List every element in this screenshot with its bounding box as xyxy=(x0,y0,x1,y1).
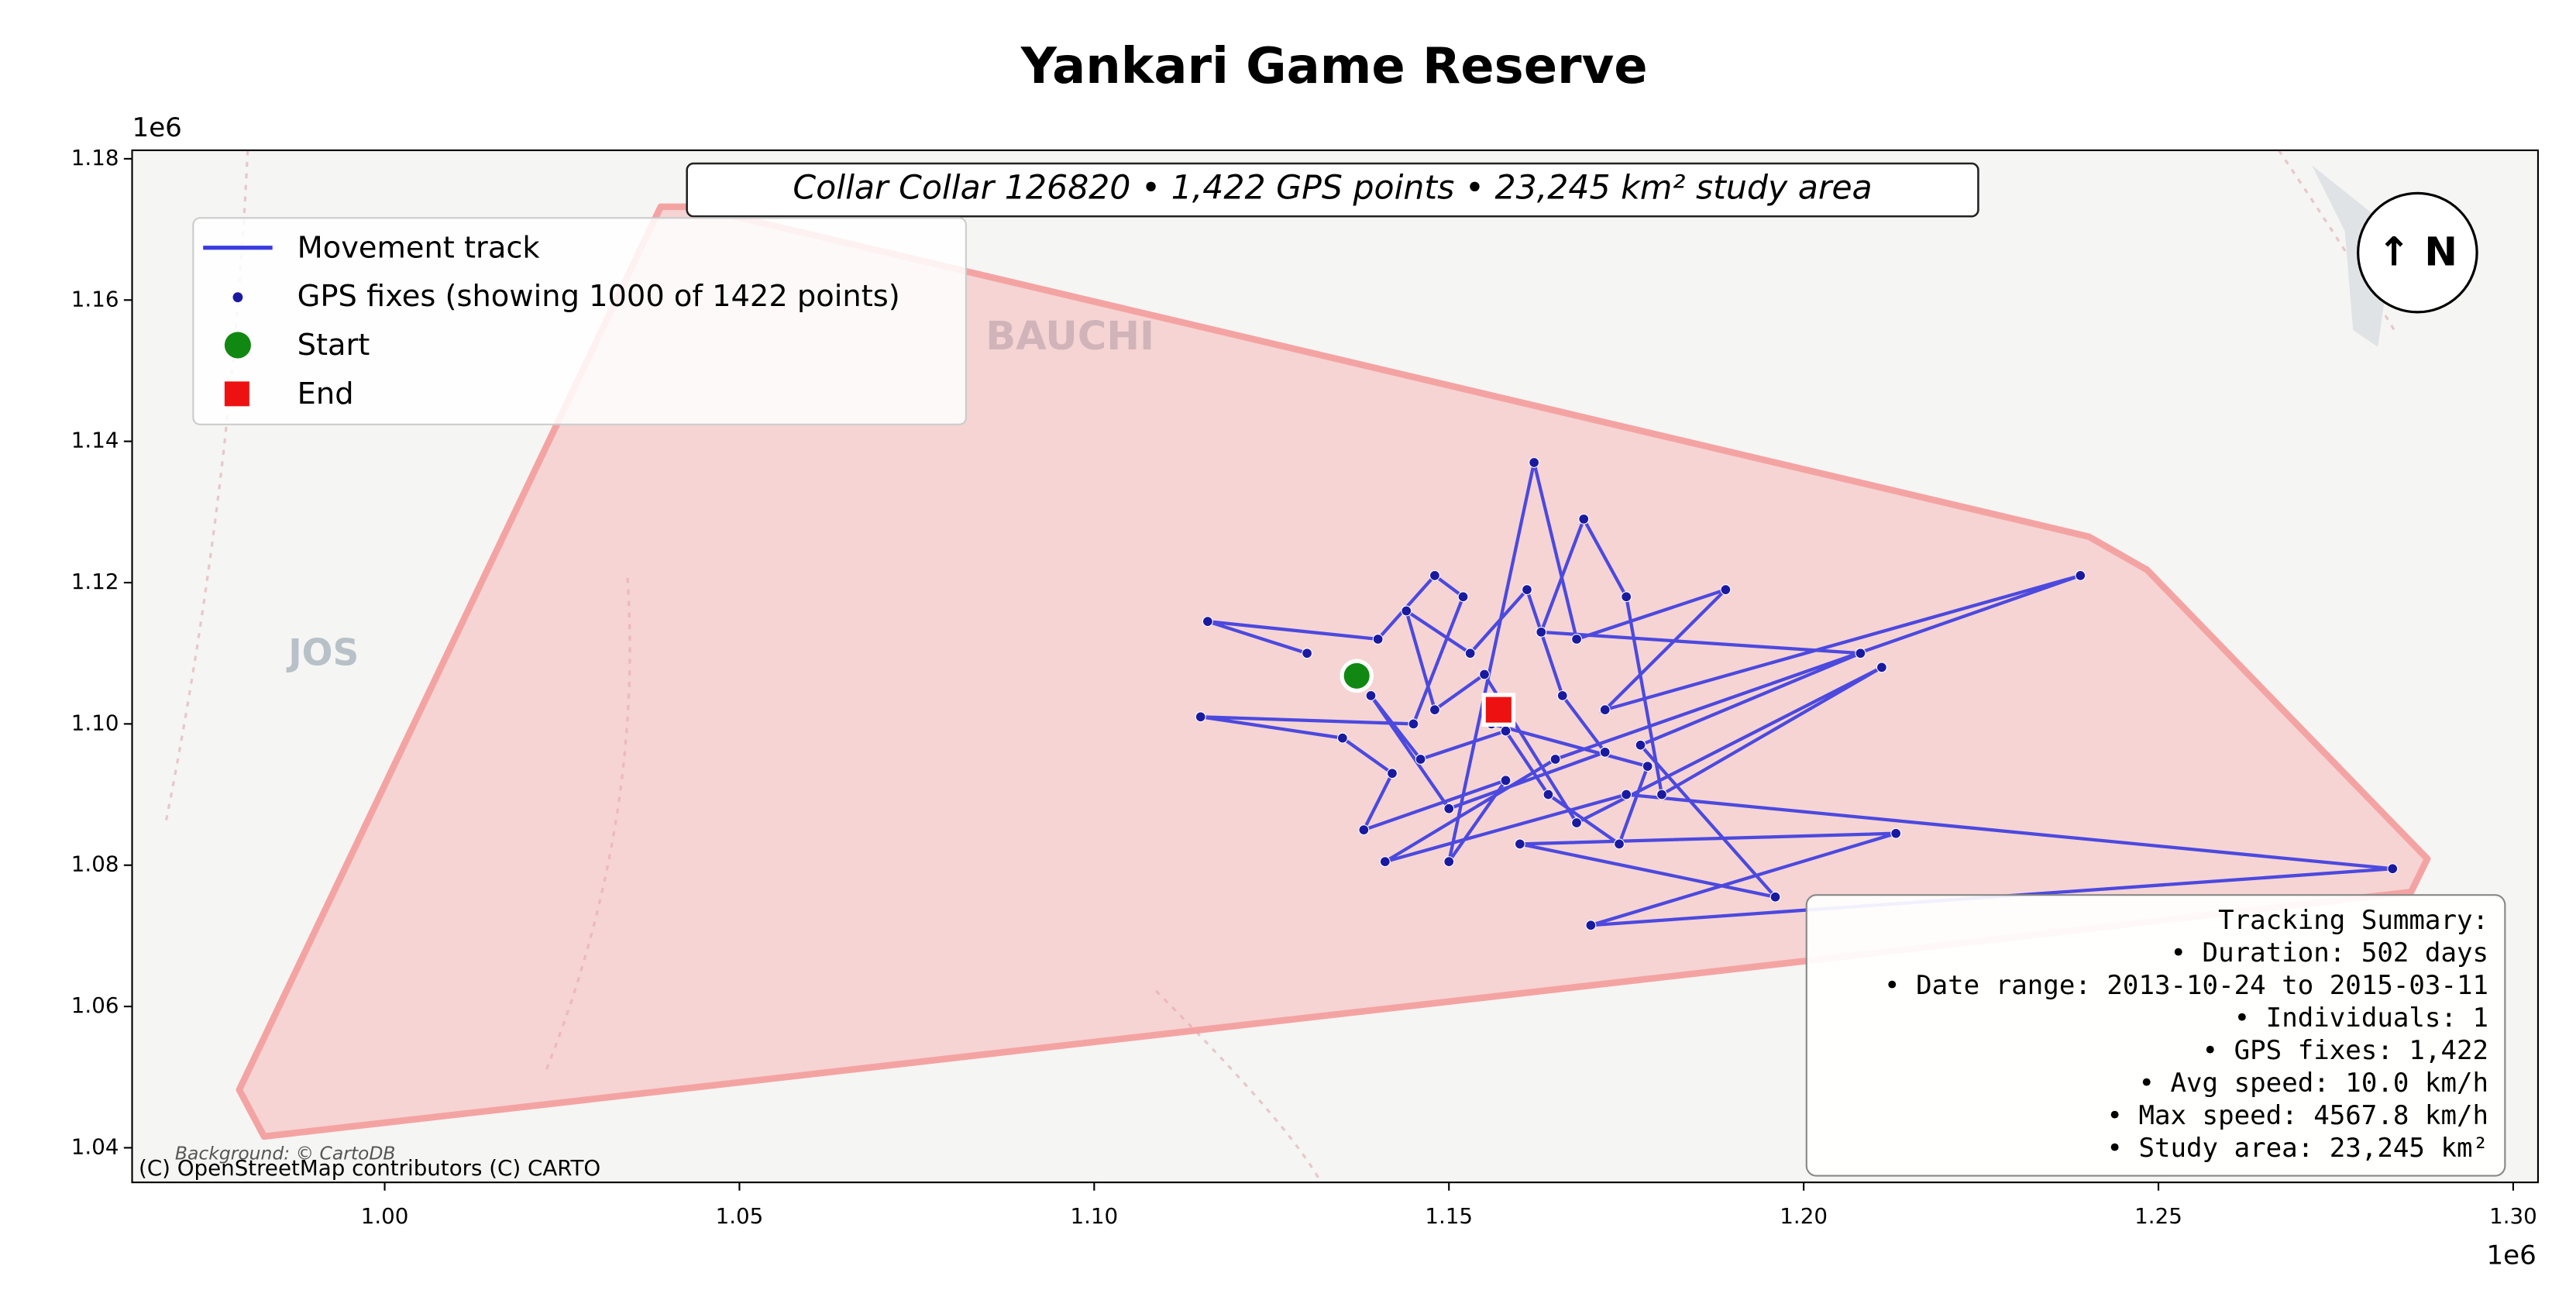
movement-track xyxy=(1200,462,2393,927)
y-tick-label: 1.16 xyxy=(71,286,119,311)
gps-fix xyxy=(1358,824,1370,836)
legend xyxy=(192,217,967,425)
gps-fix xyxy=(1599,704,1611,716)
legend-start xyxy=(224,332,251,359)
gps-fix xyxy=(1536,626,1547,638)
attribution: Background: © CartoDB xyxy=(175,1142,396,1164)
gps-fix xyxy=(1621,591,1632,603)
y-tick-label: 1.08 xyxy=(71,851,119,877)
gps-fix xyxy=(1876,662,1887,673)
summary-line: • Duration: 502 days xyxy=(2171,937,2489,968)
gps-fix xyxy=(1720,584,1732,596)
gps-fix xyxy=(1365,690,1377,701)
gps-fix xyxy=(1614,838,1625,850)
gps-fix xyxy=(1769,891,1781,903)
x-tick-label: 1.00 xyxy=(361,1203,409,1229)
north-arrow xyxy=(2357,191,2478,314)
gps-fix xyxy=(1529,457,1540,468)
gps-fix xyxy=(2387,863,2399,875)
gps-fix xyxy=(1890,827,1902,839)
summary-box xyxy=(1805,894,2506,1177)
y-offset-label: 1e6 xyxy=(132,112,182,143)
legend-label: GPS fixes (showing 1000 of 1422 points) xyxy=(297,279,900,314)
gps-fix xyxy=(1500,775,1512,786)
gps-fix xyxy=(1585,920,1597,931)
legend-label: End xyxy=(297,377,354,411)
gps-fix xyxy=(1479,669,1490,680)
legend-label: Start xyxy=(297,328,370,363)
annotation: Collar Collar 126820 • 1,422 GPS points … xyxy=(793,169,1872,208)
summary-line: • Max speed: 4567.8 km/h xyxy=(2107,1100,2488,1131)
x-tick-label: 1.15 xyxy=(1425,1203,1473,1229)
gps-fix xyxy=(1855,648,1866,659)
gps-fix xyxy=(1556,690,1568,701)
gps-fix xyxy=(1372,634,1384,645)
summary-line: • Study area: 23,245 km² xyxy=(2107,1133,2488,1164)
chart-title: Yankari Game Reserve xyxy=(1020,38,1648,95)
attribution: (C) OpenStreetMap contributors (C) CARTO xyxy=(139,1155,600,1181)
gps-fix xyxy=(1571,634,1583,645)
x-tick-label: 1.30 xyxy=(2489,1203,2537,1229)
map-label: JOS xyxy=(286,632,359,675)
gps-fix xyxy=(1336,732,1348,744)
summary-line: • GPS fixes: 1,422 xyxy=(2203,1035,2488,1066)
end-marker xyxy=(1481,693,1516,727)
gps-fix xyxy=(1500,725,1512,737)
y-tick-label: 1.04 xyxy=(71,1133,119,1159)
gps-fix xyxy=(1464,648,1476,659)
gps-fix xyxy=(1656,789,1667,800)
gps-fix xyxy=(1621,789,1632,800)
gps-fix xyxy=(1195,711,1206,723)
gps-fix xyxy=(1543,789,1554,800)
gps-fix xyxy=(1635,739,1646,751)
map-label: BAUCHI xyxy=(985,314,1154,359)
gps-fix xyxy=(1429,569,1440,581)
x-tick-label: 1.10 xyxy=(1071,1203,1119,1229)
gps-fix xyxy=(1415,754,1426,765)
gps-fix xyxy=(1642,761,1653,772)
gps-fix xyxy=(1514,838,1525,850)
y-tick-label: 1.10 xyxy=(71,710,119,735)
gps-fix xyxy=(1549,754,1561,765)
gps-fix xyxy=(1443,856,1455,868)
x-tick-label: 1.25 xyxy=(2134,1203,2182,1229)
gps-fix xyxy=(1457,591,1469,603)
gps-fix xyxy=(1379,856,1391,868)
gps-fix xyxy=(1202,616,1213,628)
gps-fix xyxy=(1408,718,1419,730)
map-water xyxy=(2311,165,2395,347)
x-tick-label: 1.05 xyxy=(716,1203,764,1229)
summary-line: Tracking Summary: xyxy=(2218,905,2488,936)
summary-line: • Individuals: 1 xyxy=(2234,1003,2488,1034)
legend-end xyxy=(224,381,249,407)
y-tick-label: 1.18 xyxy=(71,145,119,170)
gps-fix xyxy=(1443,803,1455,814)
annotation-box xyxy=(686,162,1979,218)
gps-fix xyxy=(1522,584,1532,596)
summary-line: • Avg speed: 10.0 km/h xyxy=(2138,1068,2488,1099)
gps-fix xyxy=(1599,746,1611,758)
x-tick-label: 1.20 xyxy=(1780,1203,1828,1229)
north-label: ↑ N xyxy=(2378,229,2457,275)
start-marker xyxy=(1340,659,1374,693)
gps-fix xyxy=(1302,648,1312,659)
legend-label: Movement track xyxy=(297,230,541,265)
x-offset-label: 1e6 xyxy=(2486,1240,2536,1271)
axes-frame xyxy=(131,149,2540,1184)
gps-fix xyxy=(1401,605,1412,617)
y-tick-label: 1.14 xyxy=(71,428,119,453)
summary-line: • Date range: 2013-10-24 to 2015-03-11 xyxy=(1884,970,2488,1001)
gps-fix xyxy=(1387,768,1398,779)
gps-fix xyxy=(2075,569,2086,581)
legend-dot xyxy=(232,292,243,303)
gps-fix xyxy=(1429,704,1440,716)
gps-fix xyxy=(1571,817,1583,828)
y-tick-label: 1.12 xyxy=(71,569,119,594)
y-tick-label: 1.06 xyxy=(71,992,119,1018)
gps-fix xyxy=(1578,514,1590,525)
